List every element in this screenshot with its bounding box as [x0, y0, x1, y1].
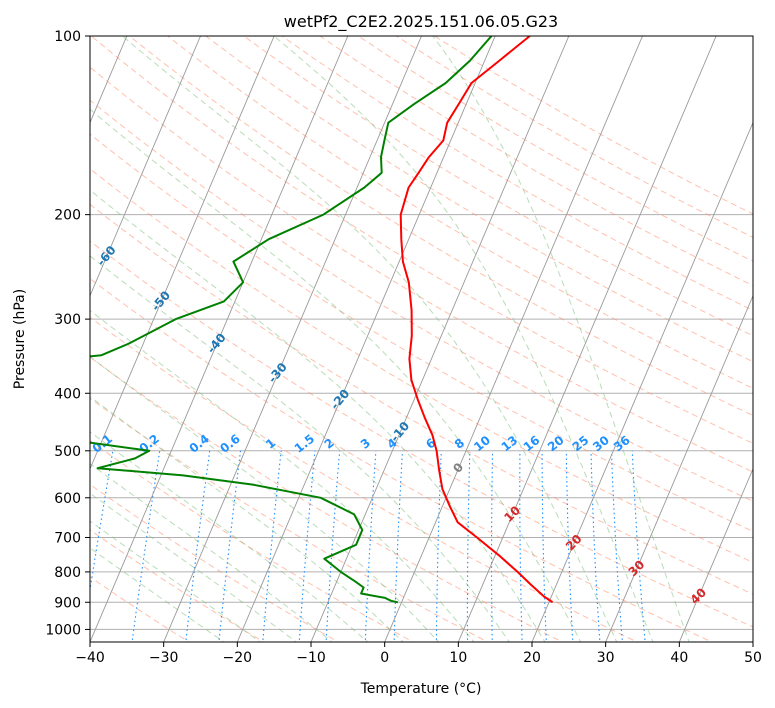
mixing-ratio-line: [631, 450, 646, 642]
moist-adiabat-line: [90, 395, 404, 642]
mixing-ratio-lines: [90, 450, 646, 642]
mixing-ratio-line: [590, 450, 601, 642]
isotherm-line: [457, 36, 717, 642]
isotherm-line: [678, 467, 753, 642]
mixing-ratio-line: [610, 450, 623, 642]
moist-adiabat-line: [90, 431, 369, 642]
y-tick-label: 100: [54, 29, 81, 45]
x-tick-label: 10: [449, 650, 467, 666]
y-tick-label: 800: [54, 565, 81, 581]
mixing-ratio-line: [185, 450, 211, 642]
x-tick-label: −40: [75, 650, 105, 666]
moist-adiabats: [90, 36, 690, 642]
y-axis-label: Pressure (hPa): [12, 289, 28, 389]
y-tick-label: 300: [54, 312, 81, 328]
dry-adiabat-line: [90, 168, 753, 563]
mixing-ratio-line: [131, 450, 161, 642]
x-tick-label: 20: [523, 650, 541, 666]
dry-adiabat-line: [90, 240, 753, 628]
moist-adiabat-line: [273, 36, 654, 642]
dry-adiabat-line: [90, 483, 340, 642]
chart-title: wetPf2_C2E2.2025.151.06.05.G23: [284, 12, 558, 32]
x-axis: −40 −30 −20 −10 0 10 20 30 40 50: [75, 642, 762, 666]
mixing-ratio-line: [364, 450, 377, 642]
isotherm-line: [310, 36, 570, 642]
dry-adiabat-line: [90, 99, 753, 502]
dry-adiabat-line: [90, 356, 564, 642]
dewpoint-line: [90, 36, 493, 604]
moist-adiabat-line: [90, 309, 475, 642]
y-tick-label: 500: [54, 444, 81, 460]
y-tick-label: 1000: [45, 622, 81, 638]
x-axis-label: Temperature (°C): [360, 681, 482, 697]
dry-adiabat-line: [90, 440, 414, 642]
mixing-ratio-line: [541, 450, 547, 642]
dry-adiabat-line: [167, 36, 753, 389]
sounding-profiles: [90, 36, 554, 604]
y-axis: 100 200 300 400 500 600 700 800 900 1000: [45, 29, 90, 638]
dry-adiabat-line: [90, 277, 713, 642]
y-tick-label: 700: [54, 531, 81, 547]
mixing-ratio-line: [218, 450, 242, 642]
isotherm-line: [90, 36, 275, 471]
moist-adiabat-line: [90, 492, 298, 642]
mixing-ratio-line: [435, 450, 442, 642]
y-tick-label: 200: [54, 208, 81, 224]
moist-adiabat-line: [121, 36, 618, 642]
mixing-ratio-line: [262, 450, 282, 642]
isotherm-line: [605, 294, 753, 642]
moist-adiabat-line: [432, 36, 690, 642]
dry-adiabats: [90, 36, 753, 642]
isotherm-line: [531, 121, 753, 642]
mixing-ratio-line: [325, 450, 341, 642]
mixing-ratio-line: [490, 450, 494, 642]
isotherms: [90, 36, 753, 642]
mixing-ratio-line: [519, 450, 523, 642]
dry-adiabat-line: [90, 66, 753, 473]
y-tick-label: 400: [54, 386, 81, 402]
plot-frame: [89, 35, 754, 643]
mixing-ratio-line: [298, 450, 316, 642]
plot-area: 0.10.20.40.611.52346810131620253036-100-…: [90, 36, 753, 642]
dry-adiabat-line: [205, 36, 753, 363]
x-tick-label: −20: [223, 650, 253, 666]
isotherm-line: [384, 36, 643, 642]
moist-adiabat-line: [90, 356, 440, 642]
x-tick-label: −10: [296, 650, 326, 666]
dry-adiabat-line: [90, 529, 265, 642]
dry-adiabat-line: [90, 316, 639, 642]
x-tick-label: −30: [149, 650, 179, 666]
y-tick-label: 900: [54, 595, 81, 611]
x-tick-label: 30: [597, 650, 615, 666]
dry-adiabat-line: [90, 36, 753, 444]
dry-adiabat-line: [319, 36, 753, 287]
x-tick-label: 50: [744, 650, 762, 666]
mixing-ratio-line: [393, 450, 404, 642]
x-tick-label: 0: [380, 650, 389, 666]
moist-adiabat-line: [90, 547, 225, 642]
isotherm-line: [163, 36, 422, 642]
x-tick-label: 40: [670, 650, 688, 666]
isotherm-line: [236, 36, 496, 642]
dry-adiabat-line: [90, 203, 753, 595]
moist-adiabat-line: [90, 520, 262, 642]
dry-adiabat-line: [90, 133, 753, 532]
dry-adiabat-line: [90, 397, 489, 642]
isotherm-line: [90, 36, 349, 642]
mixing-ratio-line: [565, 450, 574, 642]
moist-adiabat-line: [90, 255, 510, 642]
moist-adiabat-line: [90, 463, 333, 642]
isotherm-line: [90, 36, 201, 297]
y-tick-label: 600: [54, 491, 81, 507]
